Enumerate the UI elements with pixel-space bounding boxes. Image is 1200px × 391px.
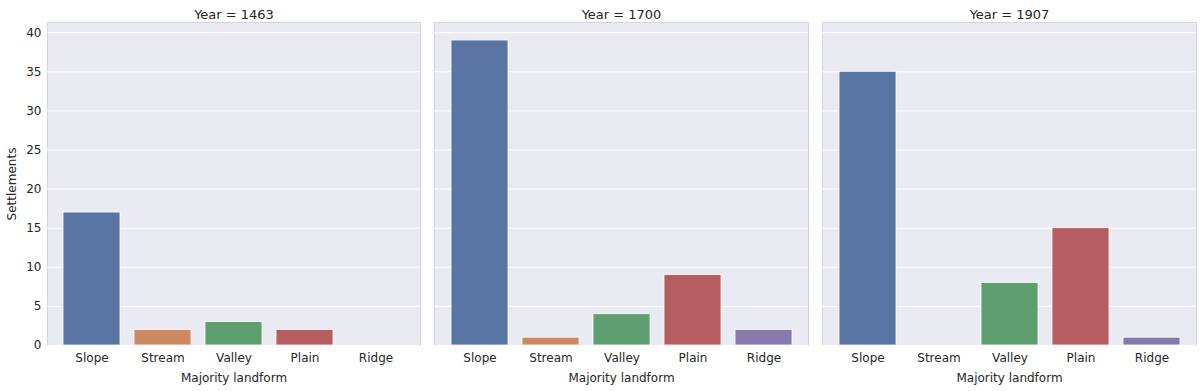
svg-text:Slope: Slope [75,351,108,365]
svg-text:35: 35 [26,65,41,79]
svg-text:15: 15 [26,221,41,235]
svg-text:20: 20 [26,182,41,196]
svg-text:30: 30 [26,104,41,118]
svg-text:Slope: Slope [463,351,496,365]
svg-text:Ridge: Ridge [747,351,781,365]
svg-text:Slope: Slope [851,351,884,365]
svg-text:Majority landform: Majority landform [956,371,1062,385]
svg-text:Plain: Plain [291,351,320,365]
svg-text:25: 25 [26,143,41,157]
svg-text:Valley: Valley [604,351,640,365]
svg-text:Majority landform: Majority landform [568,371,674,385]
svg-text:Majority landform: Majority landform [181,371,287,385]
svg-text:Year = 1463: Year = 1463 [193,7,274,22]
svg-text:Plain: Plain [679,351,708,365]
svg-text:Year = 1700: Year = 1700 [581,7,662,22]
svg-text:Stream: Stream [529,351,572,365]
svg-text:Stream: Stream [917,351,960,365]
svg-text:Stream: Stream [141,351,184,365]
svg-text:Valley: Valley [216,351,252,365]
svg-text:Ridge: Ridge [1135,351,1169,365]
svg-text:0: 0 [34,338,42,352]
svg-text:40: 40 [26,26,41,40]
svg-text:Valley: Valley [992,351,1028,365]
svg-text:Ridge: Ridge [359,351,393,365]
svg-text:10: 10 [26,260,41,274]
svg-text:5: 5 [34,299,42,313]
svg-text:Settlements: Settlements [5,148,19,221]
svg-text:Year = 1907: Year = 1907 [969,7,1050,22]
svg-text:Plain: Plain [1067,351,1096,365]
